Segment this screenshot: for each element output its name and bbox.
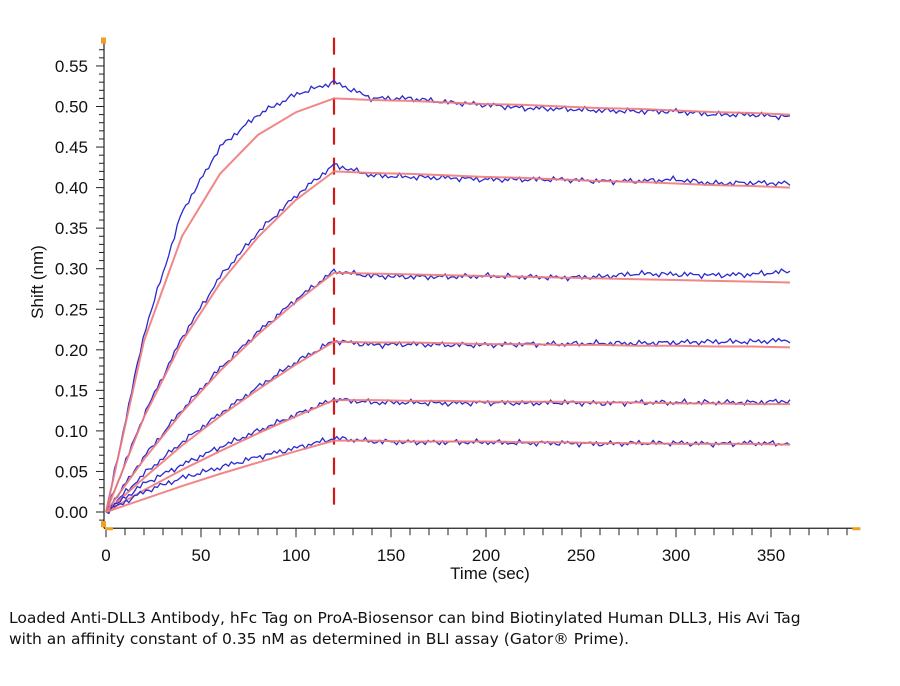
x-tick-label: 250: [567, 546, 595, 565]
y-tick-label: 0.50: [55, 98, 88, 117]
y-tick-label: 0.25: [55, 300, 88, 319]
fit-curve-3: [105, 271, 791, 513]
y-tick-label: 0.45: [55, 138, 88, 157]
bli-sensorgram-chart: 0.00 0.05 0.10 0.15 0.20 0.25 0.30 0.35 0.40 0.45…: [28, 37, 861, 583]
y-tick-label: 0.10: [55, 422, 88, 441]
axis-end-marker: [101, 521, 106, 528]
x-tick-label: 200: [472, 546, 500, 565]
y-tick-label: 0.30: [55, 260, 88, 279]
x-axis-label: Time (sec): [450, 564, 530, 583]
measured-curve-5: [105, 397, 791, 513]
x-tick-label: 100: [282, 546, 310, 565]
axis-end-marker: [852, 527, 861, 531]
fit-curve-1: [105, 97, 791, 513]
fit-curve-6: [105, 439, 791, 513]
measured-curve-6: [105, 435, 791, 515]
y-tick-label: 0.35: [55, 219, 88, 238]
fit-curve-4: [105, 340, 791, 513]
y-tick-label: 0.40: [55, 179, 88, 198]
x-tick-label: 50: [192, 546, 211, 565]
x-tick-label: 300: [662, 546, 690, 565]
x-tick-label: 350: [757, 546, 785, 565]
measured-curve-3: [105, 268, 791, 513]
y-tick-label: 0.05: [55, 462, 88, 481]
measured-curve-2: [105, 163, 791, 513]
x-tick-label: 150: [377, 546, 405, 565]
figure-caption: Loaded Anti-DLL3 Antibody, hFc Tag on Pr…: [9, 609, 801, 648]
y-tick-label: 0.20: [55, 341, 88, 360]
fit-curve-5: [105, 399, 790, 513]
y-axis-label: Shift (nm): [28, 245, 47, 319]
y-tick-label: 0.15: [55, 381, 88, 400]
axis-end-marker: [105, 527, 113, 531]
measured-curve-1: [105, 79, 791, 513]
fit-curve-2: [105, 170, 791, 513]
x-tick-label: 0: [101, 546, 110, 565]
axis-end-marker: [101, 37, 106, 44]
y-tick-label: 0.55: [55, 57, 88, 76]
y-tick-label: 0.00: [55, 503, 88, 522]
